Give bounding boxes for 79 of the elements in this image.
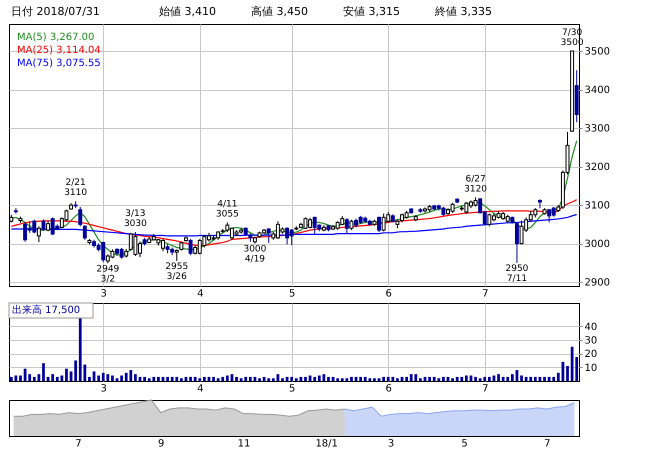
text: MA(25) 3,114.04 <box>17 45 101 56</box>
candlestick <box>46 220 50 232</box>
y-tick-label: 3400 <box>584 85 610 96</box>
y-tick-label: 10 <box>584 362 598 374</box>
x-tick-label: 4 <box>197 384 204 394</box>
x-tick-label: 9 <box>158 438 164 450</box>
x-tick-label: 7 <box>482 384 488 394</box>
candlestick <box>547 208 552 223</box>
candlestick <box>344 218 349 234</box>
x-tick-label: 18/1 <box>315 438 338 450</box>
x-tick-label: 7 <box>482 288 488 300</box>
chart-title: 日付 2018/07/31 <box>11 5 100 18</box>
candlestick <box>188 238 193 256</box>
bar <box>410 374 413 381</box>
annotation: 3/13 3030 <box>124 209 148 230</box>
x-tick-label: 3 <box>100 288 107 300</box>
text: MA(5) 3,267.00 <box>17 32 94 43</box>
text: 始値 3,410 <box>159 5 216 18</box>
bar <box>318 376 321 381</box>
candlestick <box>285 226 290 245</box>
bar <box>83 364 86 381</box>
annotation: 6/27 3120 <box>464 174 488 194</box>
annotation: 4/11 3055 <box>216 199 239 220</box>
y-tick-label: 20 <box>584 349 598 360</box>
bar <box>78 318 82 381</box>
x-tick-label: 5 <box>461 438 468 450</box>
bar <box>97 376 100 381</box>
x-tick-label: 7 <box>75 438 82 450</box>
text: MA(75) 3,075.55 <box>17 58 101 69</box>
y-tick-label: 40 <box>584 322 598 333</box>
bar <box>129 370 132 381</box>
bar <box>575 357 578 381</box>
bar <box>28 374 32 381</box>
y-tick-label: 3200 <box>584 162 610 174</box>
annotation: 2949 3/2 <box>96 264 120 284</box>
x-tick-label: 3 <box>100 384 107 394</box>
candlestick <box>36 226 41 243</box>
bar <box>51 374 54 381</box>
y-tick-label: 3500 <box>584 46 610 58</box>
candlestick <box>174 248 179 262</box>
bar <box>226 376 229 381</box>
y-tick-label: 2900 <box>584 278 610 289</box>
y-tick-label: 3300 <box>584 124 610 135</box>
candlestick <box>514 222 519 264</box>
candlestick <box>266 228 271 244</box>
x-tick-label: 6 <box>386 288 392 300</box>
annotation: 2/21 3110 <box>64 178 88 198</box>
candlestick <box>42 218 46 232</box>
x-tick-label: 6 <box>386 384 392 394</box>
bar <box>510 374 514 381</box>
x-tick-label: 5 <box>289 288 296 300</box>
annotation: 3000 4/19 <box>243 244 267 265</box>
text: 安値 3,315 <box>343 5 400 18</box>
annotation: 2955 3/26 <box>165 262 188 282</box>
bar <box>74 360 78 381</box>
candlestick <box>82 224 87 240</box>
candlestick <box>377 216 382 233</box>
candlestick <box>520 220 524 245</box>
candlestick <box>533 208 538 218</box>
x-tick-label: 7 <box>544 438 551 450</box>
candlestick <box>349 219 354 231</box>
annotation: 2950 7/11 <box>505 264 529 284</box>
text: 高値 3,450 <box>251 5 308 18</box>
y-tick-label: 30 <box>584 335 598 346</box>
candlestick <box>50 216 55 236</box>
y-tick-label: 3100 <box>584 200 610 212</box>
chart-title: 出来高 17,500 <box>12 304 80 316</box>
candlestick <box>78 206 82 227</box>
candlestick <box>382 213 386 232</box>
x-tick-label: 11 <box>238 438 250 450</box>
text: 終値 3,335 <box>434 5 492 18</box>
bar <box>60 376 64 381</box>
y-tick-label: 3000 <box>584 239 610 250</box>
candlestick <box>23 222 28 242</box>
x-tick-label: 4 <box>197 288 204 300</box>
bar <box>414 374 418 381</box>
bar <box>106 374 110 381</box>
x-tick-label: 5 <box>289 384 296 394</box>
x-tick-label: 3 <box>388 438 394 450</box>
